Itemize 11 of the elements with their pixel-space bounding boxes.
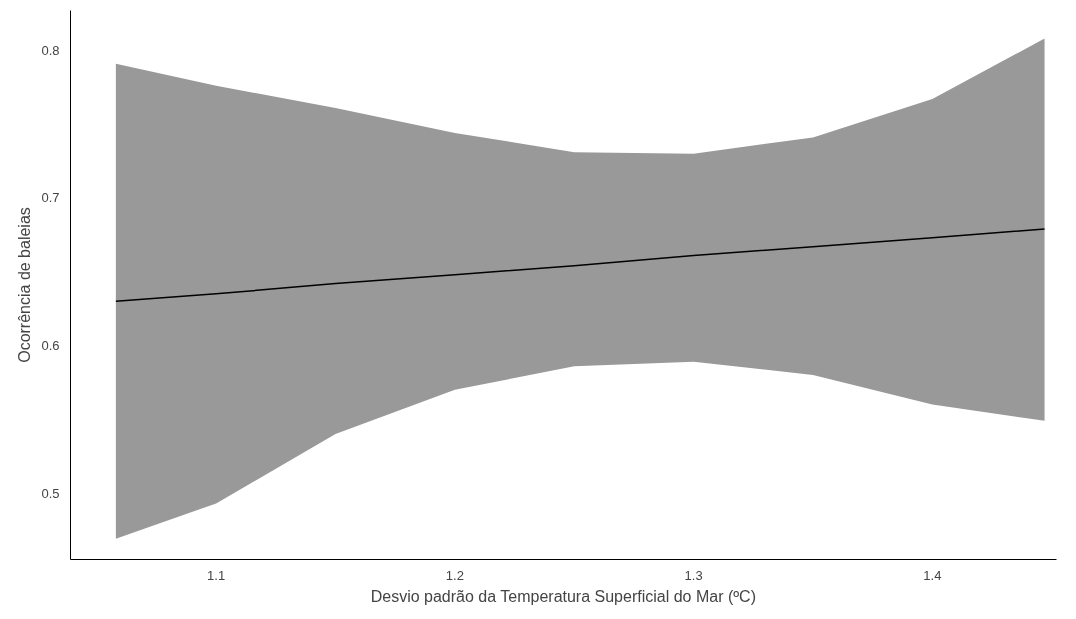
y-tick-label: 0.8 [41, 42, 60, 58]
y-tick-label: 0.5 [41, 485, 60, 501]
x-tick-label: 1.1 [207, 567, 226, 583]
y-axis-title: Ocorrência de baleias [16, 207, 34, 363]
x-tick-label: 1.3 [684, 567, 703, 583]
y-tick-label: 0.6 [41, 338, 60, 354]
y-tick-label: 0.7 [41, 190, 60, 206]
x-tick-label: 1.2 [445, 567, 464, 583]
x-tick-label: 1.4 [923, 567, 942, 583]
line-series [115, 228, 1046, 302]
x-axis-title: Desvio padrão da Temperatura Superficial do Mar (ºC) [370, 587, 756, 605]
